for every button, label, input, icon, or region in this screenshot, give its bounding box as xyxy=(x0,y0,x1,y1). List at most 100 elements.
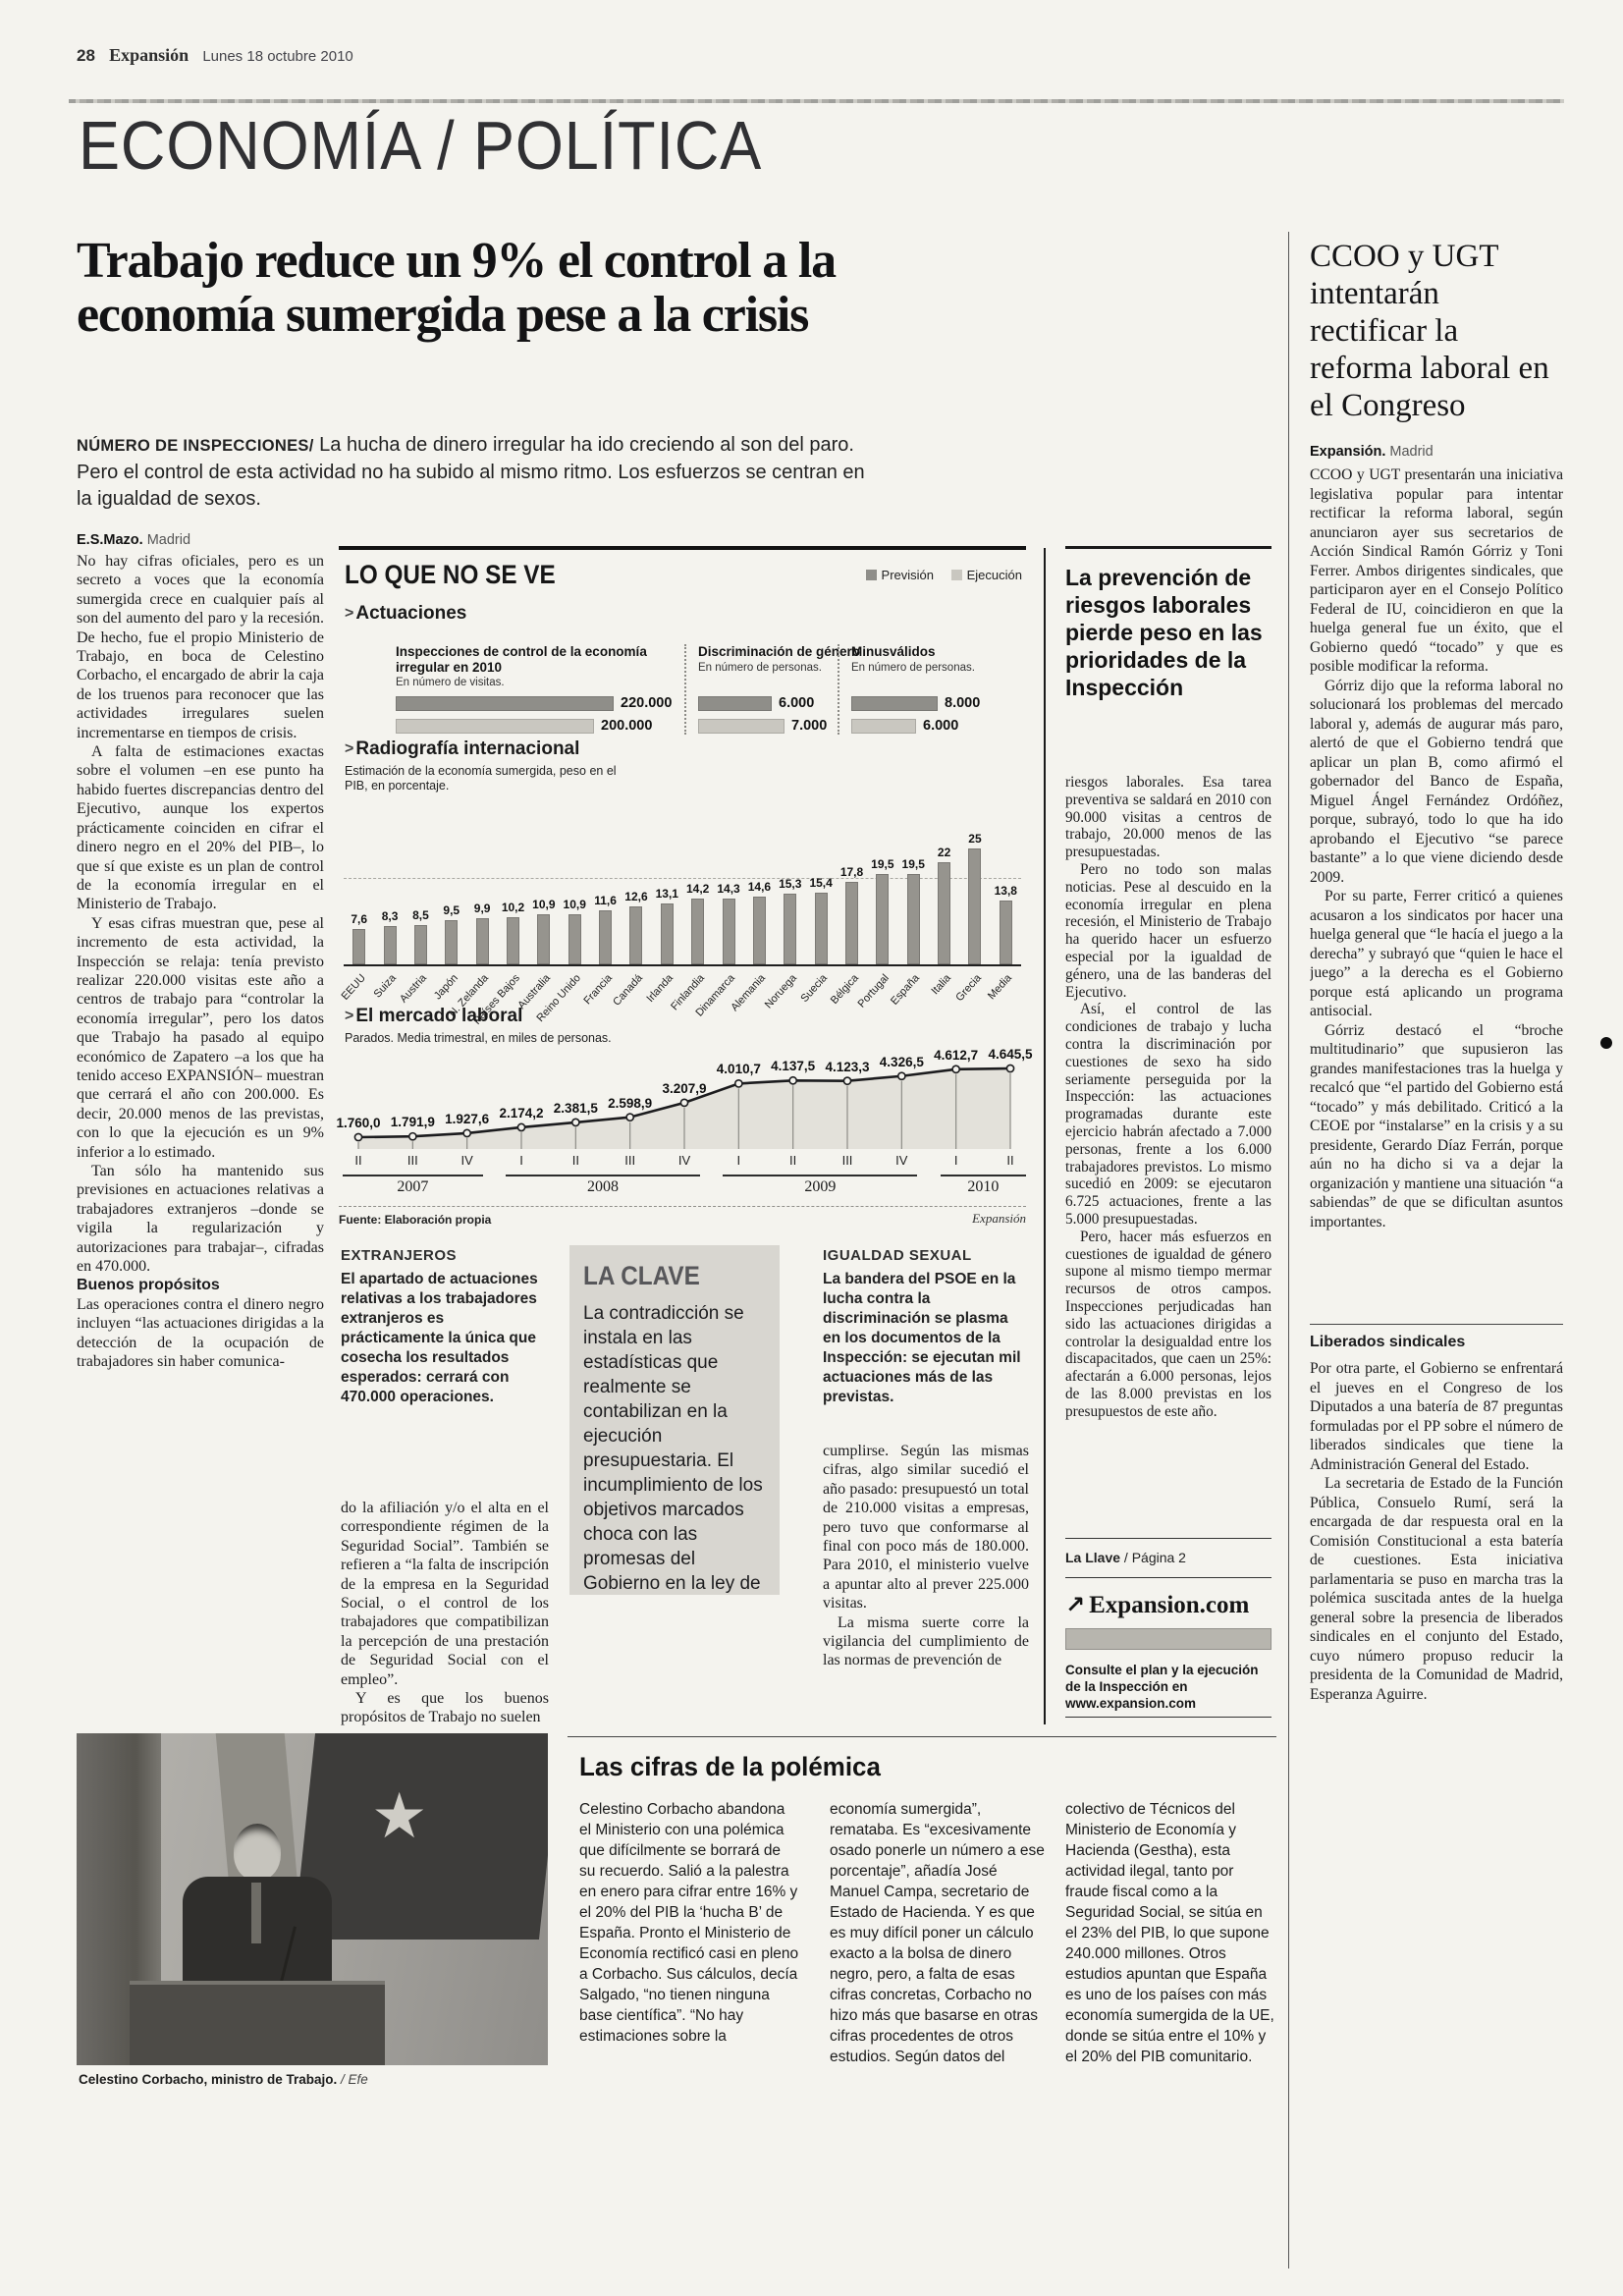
infographic-title: LO QUE NO SE VE xyxy=(345,560,556,589)
bar-group-sublabel: En número de personas. xyxy=(851,661,975,674)
radio-bar xyxy=(413,925,427,964)
page-date: Lunes 18 octubre 2010 xyxy=(202,48,353,65)
radio-bar-value: 13,8 xyxy=(994,884,1017,898)
radio-bar xyxy=(660,903,674,964)
bar-row: 8.000 xyxy=(851,695,980,711)
expansion-com-logo: ↗ Expansion.com xyxy=(1065,1591,1250,1618)
year-axis-line xyxy=(723,1175,918,1176)
x-axis xyxy=(344,964,1021,966)
data-point xyxy=(788,1075,798,1085)
radio-bar-value: 8,3 xyxy=(381,909,399,923)
cifras-column-2: economía sumergida”, remataba. Es “exces… xyxy=(830,1801,1045,2065)
radio-bar-value: 11,6 xyxy=(594,894,617,907)
bar-ejecucion xyxy=(698,718,784,734)
group-divider xyxy=(684,644,686,735)
data-point xyxy=(842,1076,852,1086)
note-text: La bandera del PSOE en la lucha contra l… xyxy=(823,1271,1021,1405)
mercado-line-chart: 1.760,0 II 1.791,9 III 1.927,6 IV 2.174,2 I 2.38… xyxy=(336,1039,1032,1204)
line-chart-svg xyxy=(353,1064,1015,1149)
data-point xyxy=(679,1098,689,1108)
legend-swatch-ejecucion xyxy=(950,570,962,580)
sub-headline: Buenos propósitos xyxy=(77,1277,220,1294)
radio-bar-value: 7,6 xyxy=(351,912,368,926)
logo-tld: .com xyxy=(1199,1592,1250,1618)
quarter-label: III xyxy=(406,1153,418,1168)
bar-row: 7.000 xyxy=(698,718,827,734)
radio-bar xyxy=(722,899,735,964)
divider xyxy=(1065,1717,1271,1718)
article-column-4: riesgos laborales. Esa tarea preventiva … xyxy=(1065,774,1271,1528)
quarter-label: II xyxy=(1006,1153,1014,1168)
paragraph: Por otra parte, el Gobierno se enfrentar… xyxy=(1310,1360,1563,1473)
bar-group-discriminacion: Discriminación de género En número de pe… xyxy=(698,644,861,742)
photo-credit: / Efe xyxy=(337,2072,368,2087)
radio-bar xyxy=(691,899,705,964)
byline-city: Madrid xyxy=(142,532,191,548)
legend-label-prevision: Previsión xyxy=(881,568,934,582)
radio-bar-value: 9,5 xyxy=(443,903,460,917)
paragraph: Por su parte, Ferrer criticó a quienes a… xyxy=(1310,888,1563,1019)
kicker-label: NÚMERO DE INSPECCIONES/ xyxy=(77,437,314,455)
radio-bar-value: 22 xyxy=(937,846,951,859)
data-point xyxy=(896,1071,906,1081)
section-title: ECONOMÍA / POLÍTICA xyxy=(79,107,763,184)
radio-bar xyxy=(599,910,613,964)
paragraph: CCOO y UGT presentarán una iniciativa le… xyxy=(1310,466,1563,675)
bar-group-inspecciones: Inspecciones de control de la economía i… xyxy=(396,644,682,742)
page-header: 28 Expansión Lunes 18 octubre 2010 xyxy=(77,45,353,66)
arrow-icon: > xyxy=(345,1008,354,1024)
radio-bar-value: 8,5 xyxy=(412,908,429,922)
article-column-1: No hay cifras oficiales, pero es un secr… xyxy=(77,552,324,1719)
la-llave-reference: La Llave / Página 2 xyxy=(1065,1550,1186,1565)
radio-bar xyxy=(938,862,951,964)
radio-bar xyxy=(876,874,890,964)
paragraph: Pero, hacer más esfuerzos en cuestiones … xyxy=(1065,1228,1271,1420)
note-igualdad: IGUALDAD SEXUAL La bandera del PSOE en l… xyxy=(823,1247,1029,1407)
paragraph: Y esas cifras muestran que, pese al incr… xyxy=(77,914,324,1161)
year-axis-line xyxy=(506,1175,700,1176)
quarter-label: I xyxy=(519,1153,523,1168)
sidebar-headline: CCOO y UGT intentarán rectificar la refo… xyxy=(1310,239,1549,423)
radio-bar-value: 19,5 xyxy=(871,857,894,871)
data-point xyxy=(407,1131,417,1141)
bar-prevision xyxy=(851,695,938,711)
photo-caption: Celestino Corbacho, ministro de Trabajo.… xyxy=(79,2072,368,2087)
arrow-icon: > xyxy=(345,605,354,622)
quarter-label: IV xyxy=(460,1153,473,1168)
bar-group-label: Inspecciones de control de la economía i… xyxy=(396,644,647,675)
cifras-box-title: Las cifras de la polémica xyxy=(579,1752,881,1781)
divider xyxy=(1065,1577,1271,1578)
radio-bar-value: 14,2 xyxy=(685,882,710,896)
paragraph: Así, el control de las condiciones de tr… xyxy=(1065,1001,1271,1228)
radio-bar-category: Media xyxy=(986,972,1015,1003)
sidebar-byline: Expansión. Madrid xyxy=(1310,444,1434,460)
arrow-icon: > xyxy=(345,740,354,757)
year-label: 2010 xyxy=(967,1178,1000,1195)
radio-bar-value: 15,3 xyxy=(779,877,802,891)
quarter-label: III xyxy=(841,1153,853,1168)
section-mercado-title: > El mercado laboral xyxy=(345,1006,523,1026)
bar-value: 7.000 xyxy=(791,718,828,734)
sidebar-subhead: Liberados sindicales xyxy=(1310,1334,1466,1350)
radio-bar xyxy=(752,897,766,964)
note-title: EXTRANJEROS xyxy=(341,1247,458,1264)
bar-group-label: Discriminación de género xyxy=(698,644,861,659)
radio-bar-value: 10,9 xyxy=(532,898,556,911)
point-value-label: 2.598,9 xyxy=(608,1095,653,1111)
web-note: Consulte el plan y la ejecución de la In… xyxy=(1065,1663,1259,1711)
radio-bar-value: 15,4 xyxy=(809,876,833,890)
radio-bar-value: 19,5 xyxy=(901,857,925,871)
chart-footer: Fuente: Elaboración propia Expansión xyxy=(339,1206,1026,1229)
year-label: 2008 xyxy=(587,1178,619,1195)
cifras-column-3: colectivo de Técnicos del Ministerio de … xyxy=(1065,1801,1274,2065)
radio-bar-category: Suecia xyxy=(798,972,831,1006)
bar-row: 6.000 xyxy=(851,718,958,734)
section-radiografia-subtitle: Estimación de la economía sumergida, pes… xyxy=(345,764,617,793)
radio-bar-value: 9,9 xyxy=(473,902,491,915)
bar-row: 6.000 xyxy=(698,695,814,711)
paragraph: do la afiliación y/o el alta en el corre… xyxy=(341,1500,549,1688)
point-value-label: 3.207,9 xyxy=(662,1080,707,1096)
point-value-label: 2.381,5 xyxy=(553,1100,598,1116)
photo-person-tie xyxy=(251,1883,261,1943)
